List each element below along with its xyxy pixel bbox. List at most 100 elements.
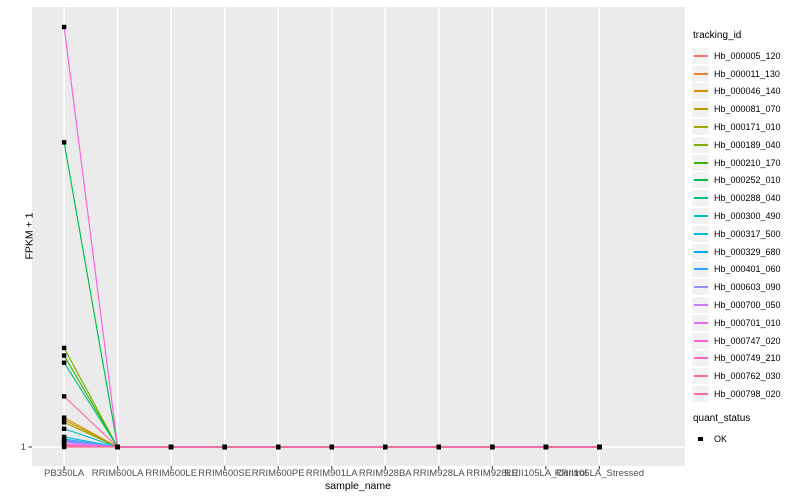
x-tick-label: RRIM928BA: [358, 468, 412, 479]
legend-item: Hb_000288_040: [692, 189, 798, 207]
legend-label: Hb_000210_170: [714, 157, 781, 168]
legend-line-swatch: [693, 232, 708, 235]
legend-item: Hb_000762_030: [692, 367, 798, 385]
legend-item: Hb_000011_130: [692, 65, 798, 83]
legend-key: [692, 368, 709, 385]
legend-item: Hb_000081_070: [692, 100, 798, 118]
data-point: [61, 360, 67, 365]
data-point: [329, 444, 334, 450]
data-point: [168, 444, 174, 450]
legend-label: Hb_000288_040: [714, 193, 781, 204]
legend-item: Hb_000701_010: [692, 314, 798, 332]
legend-title-tracking-id: tracking_id: [693, 30, 742, 41]
legend-item: Hb_000401_060: [692, 261, 798, 279]
legend-label: Hb_000747_020: [714, 335, 781, 346]
legend-key: [692, 190, 709, 207]
data-point: [61, 417, 67, 423]
legend-key: [692, 225, 709, 242]
y-tick-label: 1: [20, 442, 26, 453]
legend-key: [692, 314, 709, 331]
legend-line-swatch: [693, 197, 708, 200]
legend-key: [692, 261, 709, 278]
data-point: [61, 345, 67, 351]
legend-item: Hb_000747_020: [692, 332, 798, 350]
x-tick-label: RRII105LA_Control: [504, 468, 588, 479]
legend-item: Hb_000046_140: [692, 83, 798, 101]
legend-label: Hb_000798_020: [714, 389, 781, 400]
legend-line-swatch: [693, 304, 708, 307]
legend-key: [692, 101, 709, 118]
legend-item: Hb_000171_010: [692, 118, 798, 136]
data-point: [383, 444, 388, 450]
x-tick-label: RRIM600PE: [251, 468, 305, 479]
legend-line-swatch: [693, 268, 708, 271]
legend-label: Hb_000011_130: [714, 68, 780, 79]
x-tick-label: RRIM600LE: [145, 468, 198, 479]
legend-item: Hb_000317_500: [692, 225, 798, 243]
legend-item: Hb_000005_120: [692, 47, 798, 65]
legend-label: Hb_000700_050: [714, 300, 781, 311]
legend-label: Hb_000701_010: [714, 317, 781, 328]
legend-label: Hb_000005_120: [714, 50, 781, 61]
legend-item: Hb_000252_010: [692, 172, 798, 190]
quant-ok-key: [692, 431, 709, 447]
legend-label: Hb_000401_060: [714, 264, 781, 275]
legend-key: [692, 47, 709, 64]
legend-key: [692, 332, 709, 349]
legend-label: Hb_000189_040: [714, 139, 781, 150]
legend-line-swatch: [693, 54, 708, 57]
legend-key: [692, 350, 709, 367]
x-tick-label: RRIM600LA: [91, 468, 144, 479]
data-point: [222, 444, 227, 450]
x-tick-label: RRIM928LA: [412, 468, 465, 479]
legend-item: Hb_000300_490: [692, 207, 798, 225]
legend-label: Hb_000300_490: [714, 211, 781, 222]
legend-label: Hb_000252_010: [714, 175, 781, 186]
data-point: [276, 444, 281, 450]
legend-key: [692, 279, 709, 296]
legend-label: Hb_000329_680: [714, 246, 781, 257]
legend-line-swatch: [693, 143, 708, 146]
legend-line-swatch: [693, 72, 708, 75]
legend-label: Hb_000317_500: [714, 228, 781, 239]
data-point: [115, 444, 120, 450]
x-tick-label: RRIM901LA: [305, 468, 358, 479]
data-point: [436, 444, 441, 450]
legend-line-swatch: [693, 339, 708, 342]
legend-key: [692, 65, 709, 82]
legend-key: [692, 386, 709, 403]
black-square-point-icon: [698, 436, 703, 442]
legend-item: Hb_000329_680: [692, 243, 798, 261]
data-point: [61, 24, 67, 30]
data-point: [61, 426, 67, 431]
legend-line-swatch: [693, 179, 708, 182]
legend-label: Hb_000046_140: [714, 86, 781, 97]
legend: tracking_id Hb_000005_120 Hb_000011_130 Hb…: [692, 30, 798, 448]
y-axis-title: FPKM + 1: [23, 212, 36, 260]
legend-line-swatch: [693, 286, 708, 289]
legend-key: [692, 83, 709, 100]
legend-item: Hb_000210_170: [692, 154, 798, 172]
legend-line-swatch: [693, 126, 708, 129]
data-point: [543, 444, 549, 450]
legend-item: Hb_000189_040: [692, 136, 798, 154]
data-point: [61, 437, 67, 443]
legend-item: Hb_000798_020: [692, 385, 798, 403]
legend-key: [692, 154, 709, 171]
legend-key: [692, 297, 709, 314]
data-point: [61, 415, 67, 420]
legend-item: Hb_000603_090: [692, 278, 798, 296]
x-tick-label: RRIM600SE: [198, 468, 252, 479]
data-point: [61, 420, 67, 425]
legend-label: Hb_000749_210: [714, 353, 781, 364]
legend-title-quant-status: quant_status: [693, 412, 751, 424]
legend-item: Hb_000749_210: [692, 350, 798, 368]
x-axis-title: sample_name: [325, 480, 391, 492]
legend-key: [692, 119, 709, 136]
legend-line-swatch: [693, 393, 708, 396]
data-point: [61, 444, 67, 450]
x-tick-label: RRII105LA_Stressed: [554, 468, 644, 479]
legend-label-quant-ok: OK: [714, 433, 728, 444]
